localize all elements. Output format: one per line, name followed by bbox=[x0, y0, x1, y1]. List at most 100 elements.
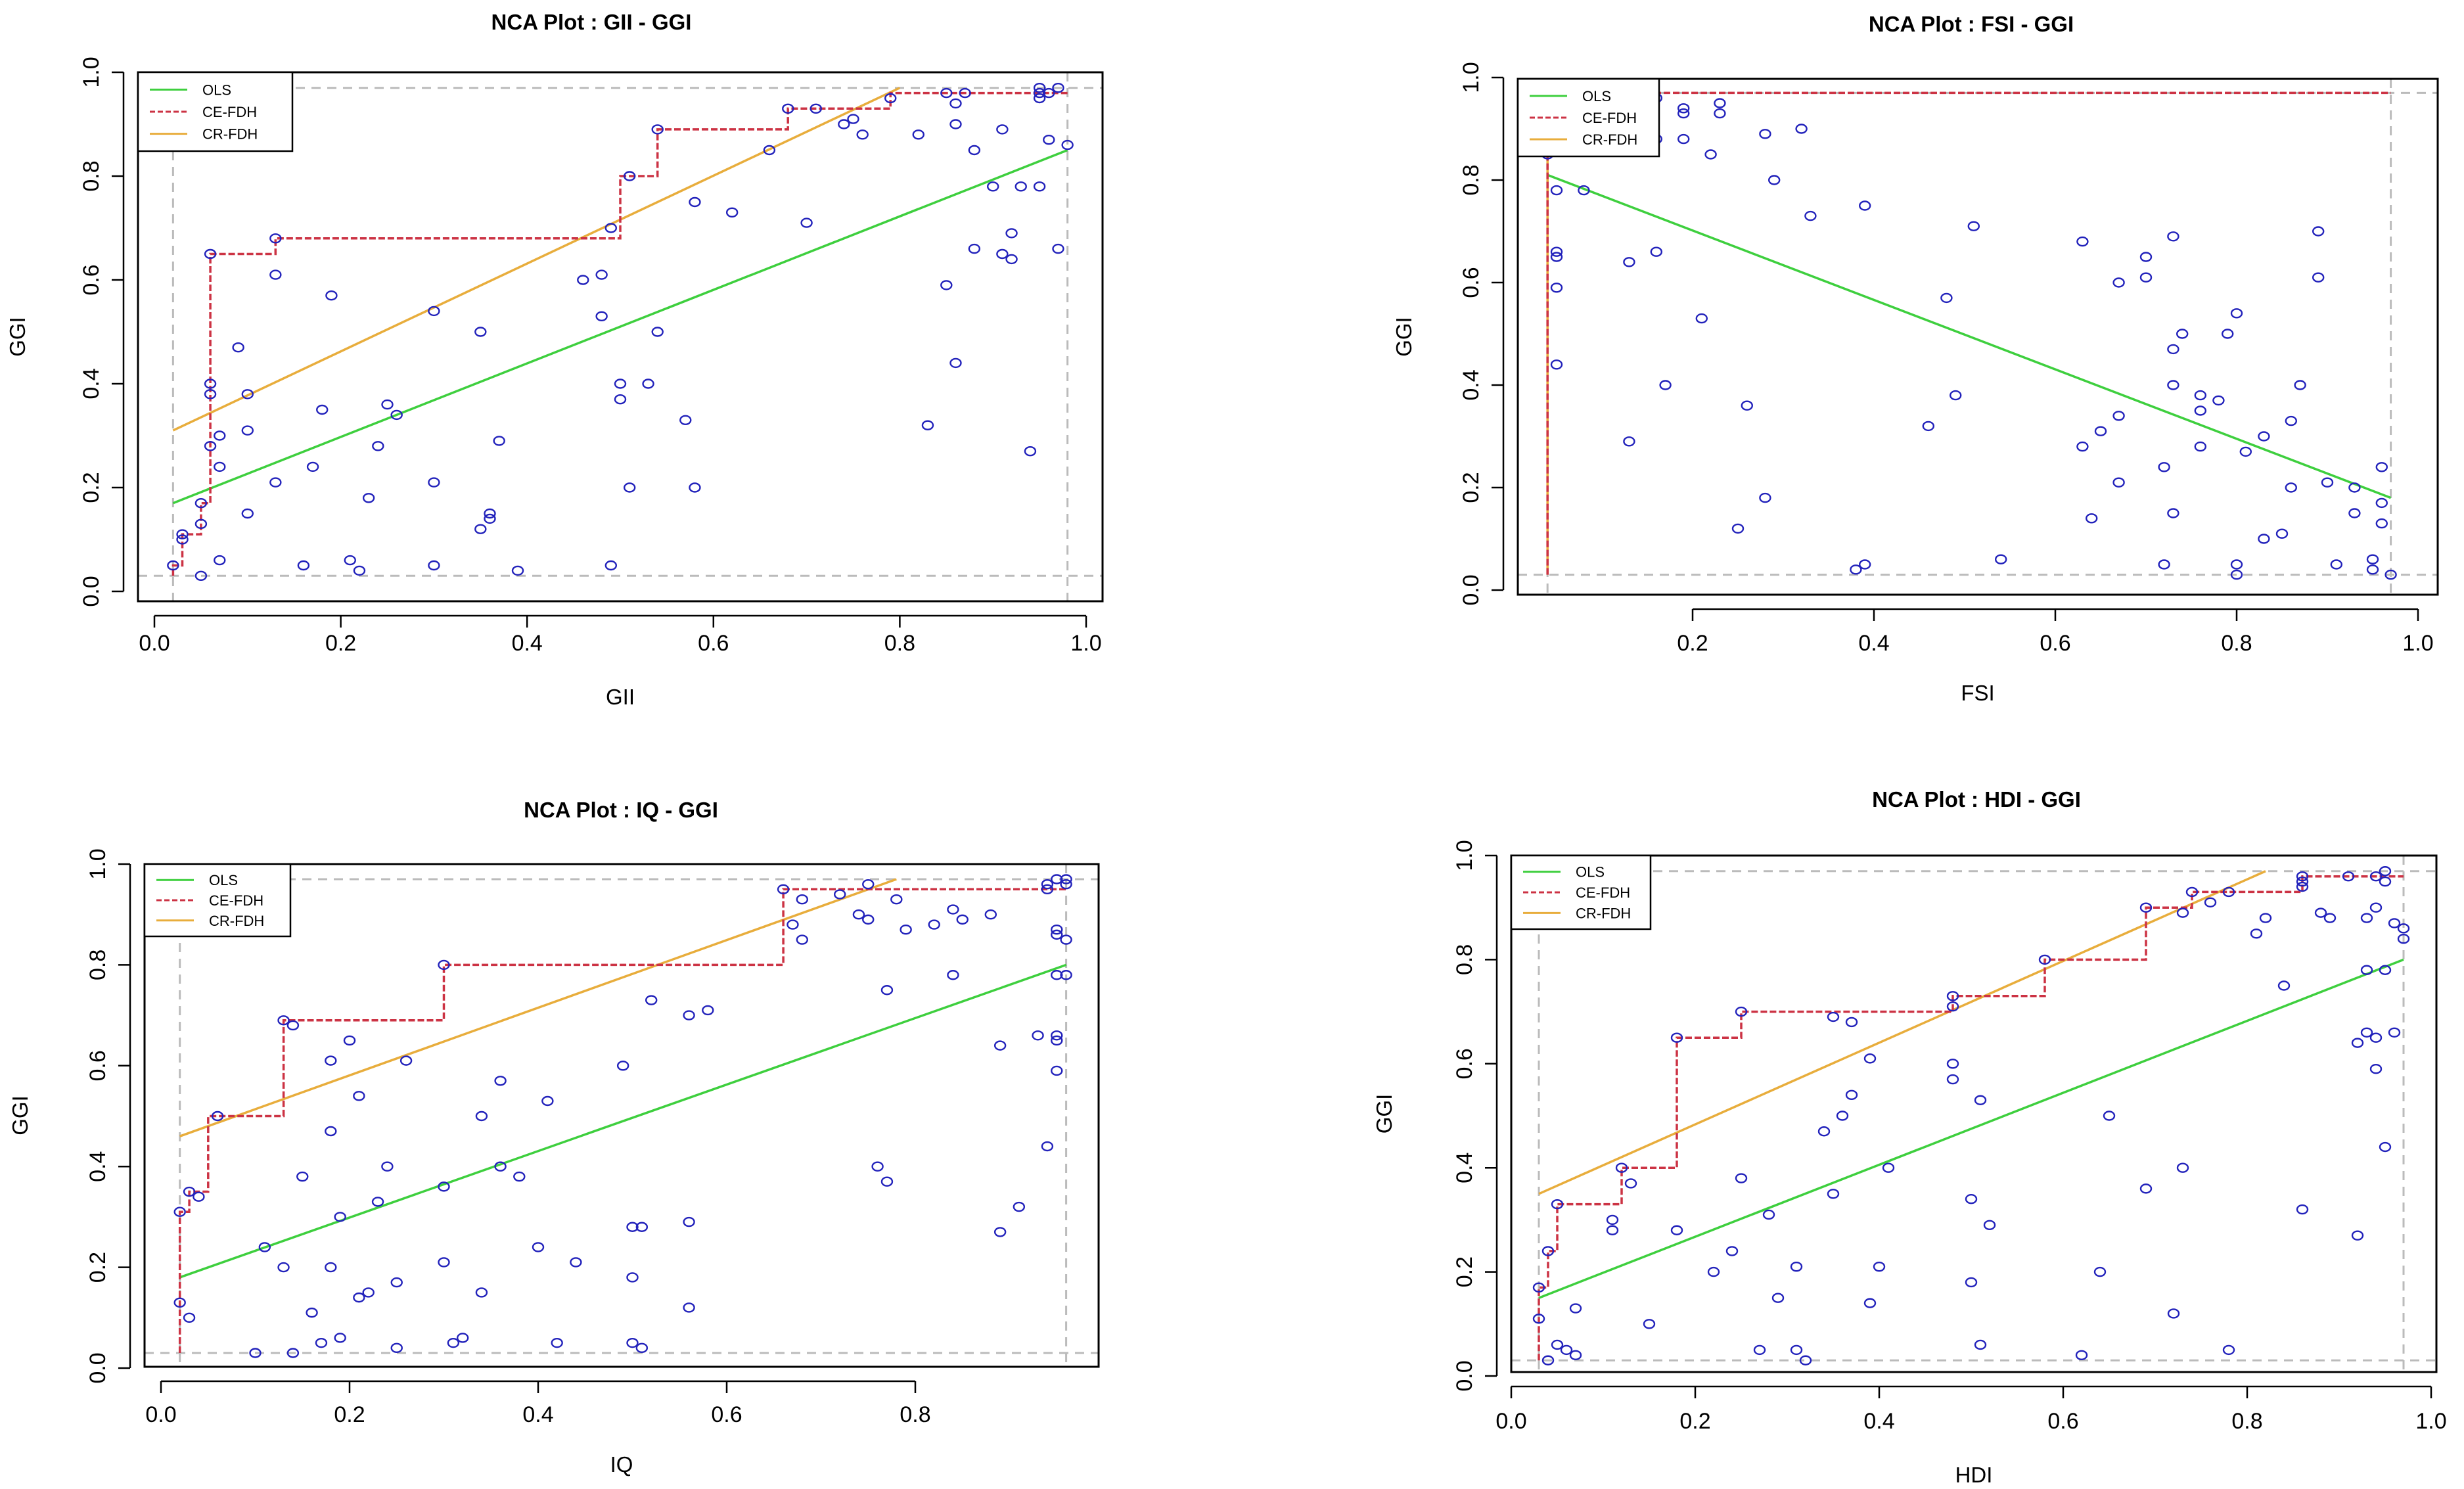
y-tick-label: 1.0 bbox=[79, 57, 104, 87]
data-point bbox=[2167, 1308, 2180, 1319]
data-point bbox=[1051, 925, 1063, 935]
data-point bbox=[1051, 1065, 1063, 1076]
data-point bbox=[1983, 1220, 1996, 1231]
data-point bbox=[183, 1312, 196, 1323]
data-point bbox=[1550, 283, 1563, 293]
data-point bbox=[2397, 934, 2410, 944]
data-point bbox=[1863, 1298, 1877, 1308]
data-point bbox=[1060, 879, 1072, 890]
ce-fdh-step-line bbox=[171, 91, 1068, 576]
data-point bbox=[626, 1222, 639, 1232]
data-point bbox=[940, 87, 953, 99]
y-tick-label: 0.0 bbox=[79, 576, 104, 607]
data-point bbox=[605, 223, 618, 233]
y-tick-label: 0.8 bbox=[1452, 944, 1477, 975]
data-point bbox=[494, 1076, 507, 1086]
data-point bbox=[2369, 1032, 2383, 1043]
x-tick-label: 0.2 bbox=[1677, 631, 1708, 656]
y-tick-label: 0.6 bbox=[85, 1050, 110, 1081]
data-point bbox=[635, 1222, 649, 1232]
data-point bbox=[1949, 390, 1962, 401]
data-point bbox=[241, 508, 254, 519]
data-point bbox=[334, 1212, 346, 1222]
x-axis-label: GII bbox=[606, 685, 635, 709]
y-tick-label: 0.0 bbox=[1459, 574, 1484, 605]
data-point bbox=[968, 243, 981, 254]
cr-fdh-line bbox=[172, 87, 901, 432]
data-point bbox=[167, 560, 179, 571]
data-point bbox=[1974, 1095, 1987, 1105]
data-point bbox=[2296, 1204, 2309, 1215]
data-point bbox=[438, 1257, 450, 1268]
data-point bbox=[1550, 252, 1563, 262]
data-point bbox=[2167, 508, 2179, 518]
data-point bbox=[796, 934, 809, 945]
data-point bbox=[269, 233, 282, 244]
legend-label: CE-FDH bbox=[209, 892, 263, 909]
legend-label: OLS bbox=[1576, 864, 1605, 881]
data-point bbox=[2167, 344, 2179, 355]
data-point bbox=[1695, 313, 1708, 324]
legend-label: OLS bbox=[1582, 88, 1611, 104]
data-point bbox=[968, 145, 981, 156]
data-point bbox=[2379, 1141, 2392, 1153]
x-tick-label: 0.4 bbox=[512, 631, 543, 656]
data-point bbox=[372, 441, 384, 451]
y-tick-label: 0.2 bbox=[1459, 472, 1484, 503]
data-point bbox=[1804, 210, 1817, 221]
x-tick-label: 0.8 bbox=[900, 1402, 930, 1427]
data-point bbox=[2375, 462, 2388, 472]
data-point bbox=[2259, 913, 2272, 923]
data-point bbox=[1753, 1344, 1766, 1356]
data-point bbox=[532, 1242, 545, 1252]
data-point bbox=[277, 1015, 290, 1026]
data-point bbox=[1827, 1011, 1840, 1022]
data-point bbox=[2176, 907, 2189, 918]
data-point bbox=[1033, 87, 1046, 99]
data-point bbox=[959, 87, 971, 99]
data-point bbox=[2139, 272, 2153, 283]
data-point bbox=[651, 124, 664, 135]
data-point bbox=[2222, 1344, 2235, 1356]
data-point bbox=[183, 1186, 196, 1197]
data-point bbox=[1551, 1339, 1564, 1350]
y-tick-label: 0.6 bbox=[79, 264, 104, 295]
data-point bbox=[1858, 559, 1871, 570]
data-point bbox=[796, 894, 809, 905]
x-tick-label: 0.4 bbox=[522, 1402, 553, 1427]
data-point bbox=[1606, 1214, 1619, 1226]
data-point bbox=[1060, 934, 1072, 945]
data-point bbox=[1052, 243, 1064, 254]
y-tick-label: 0.6 bbox=[1459, 267, 1484, 298]
data-point bbox=[1836, 1111, 1849, 1121]
legend-label: CR-FDH bbox=[209, 913, 264, 929]
data-point bbox=[2384, 569, 2397, 580]
data-point bbox=[2194, 390, 2207, 401]
x-axis-label: IQ bbox=[610, 1452, 633, 1477]
data-point bbox=[763, 145, 776, 156]
data-point bbox=[1827, 1189, 1840, 1199]
data-point bbox=[1005, 228, 1018, 239]
data-point bbox=[241, 389, 254, 400]
data-point bbox=[683, 1302, 695, 1313]
data-point bbox=[511, 565, 524, 576]
data-point bbox=[2342, 871, 2355, 882]
data-point bbox=[438, 959, 450, 971]
data-point bbox=[1965, 1194, 1978, 1204]
data-point bbox=[2379, 965, 2392, 975]
data-point bbox=[2230, 569, 2243, 580]
data-point bbox=[2139, 1183, 2153, 1194]
data-point bbox=[1759, 129, 1771, 139]
data-point bbox=[2351, 1038, 2364, 1048]
data-point bbox=[2369, 902, 2383, 913]
cr-fdh-line bbox=[179, 878, 897, 1137]
y-tick-label: 0.4 bbox=[1459, 369, 1484, 400]
data-point bbox=[2323, 913, 2337, 923]
data-point bbox=[777, 884, 790, 895]
data-point bbox=[2379, 876, 2392, 887]
x-tick-label: 1.0 bbox=[2415, 1409, 2446, 1434]
data-point bbox=[1759, 492, 1771, 503]
data-point bbox=[194, 498, 208, 509]
